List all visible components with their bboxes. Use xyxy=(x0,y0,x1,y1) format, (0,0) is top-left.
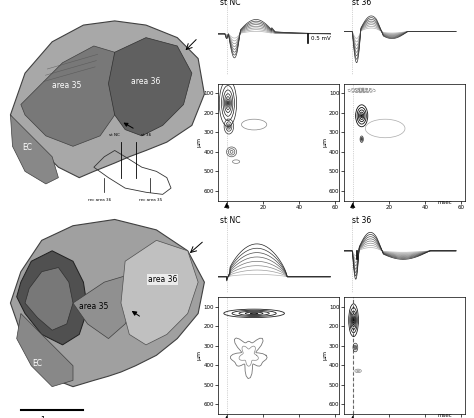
Polygon shape xyxy=(21,46,121,146)
Text: EC: EC xyxy=(33,359,43,368)
Polygon shape xyxy=(109,38,192,136)
Polygon shape xyxy=(121,240,198,345)
Text: msec: msec xyxy=(437,200,452,205)
Text: 1 mm: 1 mm xyxy=(41,416,63,418)
Polygon shape xyxy=(10,21,204,178)
Polygon shape xyxy=(17,314,73,387)
Text: area 36: area 36 xyxy=(148,275,177,284)
Text: area 35: area 35 xyxy=(52,81,82,90)
Polygon shape xyxy=(10,115,58,184)
Y-axis label: μm: μm xyxy=(323,137,328,147)
Y-axis label: μm: μm xyxy=(197,137,202,147)
Text: st NC: st NC xyxy=(220,217,240,225)
Text: st 36: st 36 xyxy=(352,0,372,7)
Text: area 35: area 35 xyxy=(79,302,109,311)
Text: rec area 36: rec area 36 xyxy=(89,198,112,201)
Polygon shape xyxy=(25,268,73,330)
Text: st 36: st 36 xyxy=(352,216,372,225)
Y-axis label: μm: μm xyxy=(323,350,328,360)
Text: 0.5 mV: 0.5 mV xyxy=(311,36,331,41)
Text: EC: EC xyxy=(22,143,32,153)
Text: ▲: ▲ xyxy=(224,202,230,208)
Text: ▲: ▲ xyxy=(350,415,356,418)
Text: ▲: ▲ xyxy=(224,415,230,418)
Text: st 36: st 36 xyxy=(141,133,151,137)
Text: st NC: st NC xyxy=(109,133,120,137)
Text: msec: msec xyxy=(437,413,452,418)
Text: area 36: area 36 xyxy=(131,76,161,86)
Text: rec area 35: rec area 35 xyxy=(138,198,162,201)
Text: ▲: ▲ xyxy=(350,202,356,208)
Polygon shape xyxy=(17,251,88,345)
Text: st NC: st NC xyxy=(220,0,240,7)
Y-axis label: μm: μm xyxy=(197,350,202,360)
Polygon shape xyxy=(73,276,136,339)
Polygon shape xyxy=(10,219,204,387)
